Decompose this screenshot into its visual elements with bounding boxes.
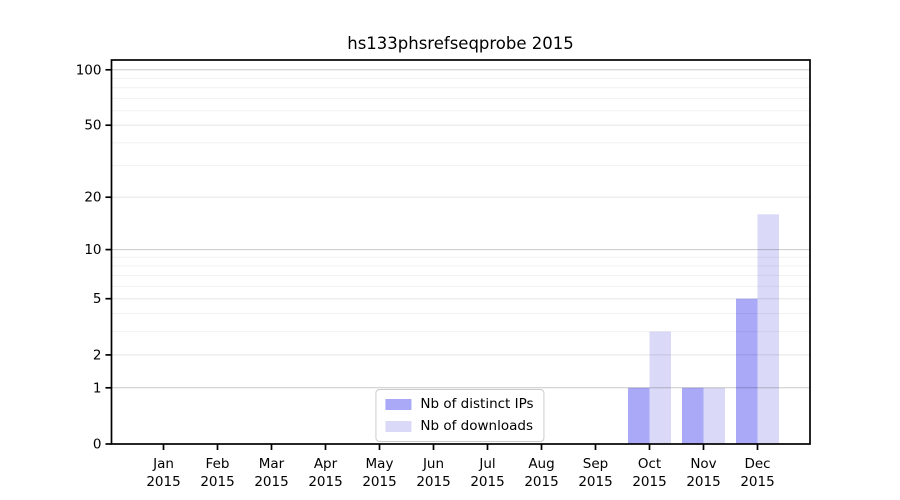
x-tick-label: Mar 2015 xyxy=(254,456,288,490)
x-tick-label: Aug 2015 xyxy=(524,456,558,490)
y-tick-label: 20 xyxy=(84,190,101,206)
x-tick-label: Jan 2015 xyxy=(146,456,180,490)
x-tick-label: Apr 2015 xyxy=(308,456,342,490)
bars-distinct-ips xyxy=(628,298,758,444)
y-tick-label: 5 xyxy=(93,291,102,307)
legend-swatch-distinct-ips-icon xyxy=(385,398,412,410)
bar xyxy=(757,214,779,444)
y-tick-label: 10 xyxy=(84,242,101,258)
y-tick-label: 50 xyxy=(84,118,101,134)
y-tick-label: 0 xyxy=(93,437,102,453)
x-tick-label: Feb 2015 xyxy=(200,456,234,490)
bar xyxy=(682,387,704,444)
bar xyxy=(736,298,758,444)
legend-label-distinct-ips: Nb of distinct IPs xyxy=(420,396,534,412)
bar xyxy=(649,331,671,444)
x-tick-label: Oct 2015 xyxy=(632,456,666,490)
x-tick-label: Sep 2015 xyxy=(578,456,612,490)
x-tick-label: Jun 2015 xyxy=(416,456,450,490)
x-axis: Jan 2015 Feb 2015 Mar 2015 Apr 2015 May 2015 Jun 20… xyxy=(146,444,775,490)
y-tick-label: 1 xyxy=(93,380,102,396)
x-tick-label: Nov 2015 xyxy=(686,456,720,490)
bars-downloads xyxy=(649,214,779,444)
legend-item-downloads: Nb of downloads xyxy=(385,418,533,435)
chart-title: hs133phsrefseqprobe 2015 xyxy=(347,34,574,53)
legend: Nb of distinct IPs Nb of downloads xyxy=(375,389,545,442)
y-tick-label: 100 xyxy=(76,62,102,78)
y-tick-label: 2 xyxy=(93,347,102,363)
bar xyxy=(703,387,725,444)
legend-label-downloads: Nb of downloads xyxy=(420,417,533,434)
bar xyxy=(628,387,650,444)
legend-swatch-downloads-icon xyxy=(385,420,412,432)
x-tick-label: Jul 2015 xyxy=(470,456,504,490)
legend-item-distinct-ips: Nb of distinct IPs xyxy=(385,396,534,413)
gridlines xyxy=(111,69,810,389)
plot-border xyxy=(110,59,811,445)
x-tick-label: May 2015 xyxy=(362,456,396,490)
x-tick-label: Dec 2015 xyxy=(740,456,774,490)
